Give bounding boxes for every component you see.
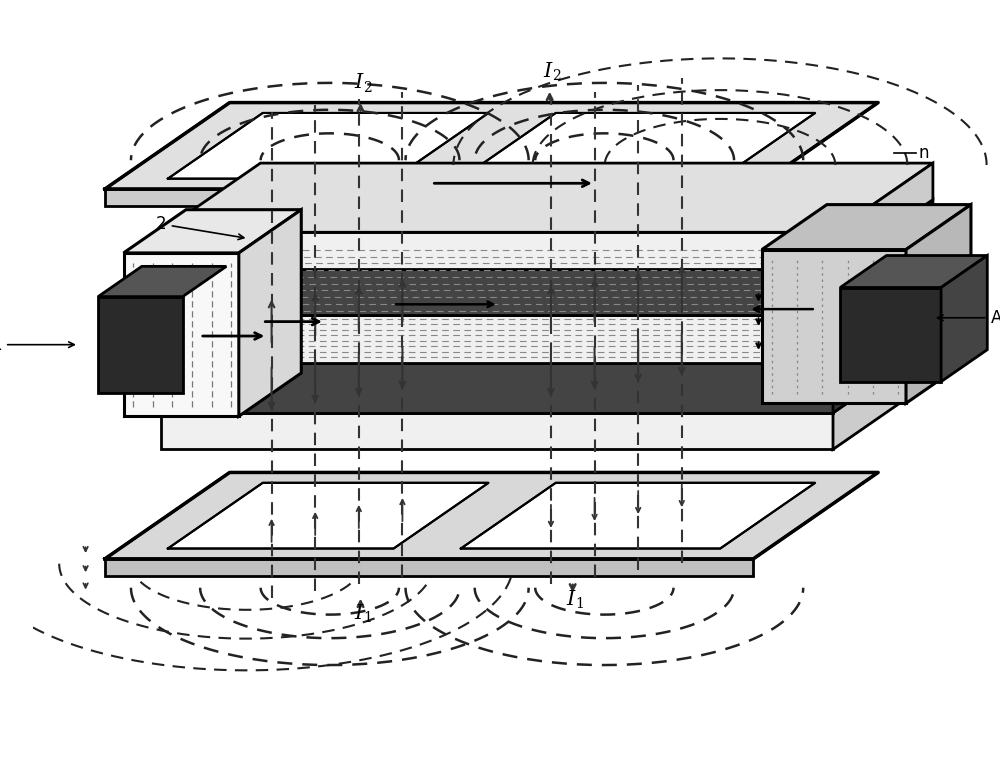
Polygon shape <box>161 315 833 363</box>
Polygon shape <box>239 210 301 416</box>
Polygon shape <box>461 483 815 548</box>
Polygon shape <box>161 269 833 315</box>
Polygon shape <box>906 204 971 403</box>
Text: I: I <box>567 590 575 609</box>
Polygon shape <box>840 288 941 382</box>
Text: 2: 2 <box>156 215 244 240</box>
Polygon shape <box>124 253 239 416</box>
Text: 2: 2 <box>552 69 561 83</box>
Polygon shape <box>762 204 971 250</box>
Text: I: I <box>354 604 363 623</box>
Polygon shape <box>833 246 933 363</box>
Polygon shape <box>833 163 933 269</box>
Polygon shape <box>833 200 933 315</box>
Polygon shape <box>105 473 878 559</box>
Polygon shape <box>833 344 933 449</box>
Polygon shape <box>161 363 833 413</box>
Polygon shape <box>168 113 489 179</box>
Text: 1: 1 <box>0 335 74 354</box>
Polygon shape <box>161 294 933 363</box>
Polygon shape <box>833 294 933 413</box>
Polygon shape <box>161 413 833 449</box>
Polygon shape <box>168 483 489 548</box>
Polygon shape <box>840 255 987 288</box>
Polygon shape <box>161 163 933 232</box>
Text: A: A <box>938 308 1000 327</box>
Polygon shape <box>762 250 906 403</box>
Text: I: I <box>544 62 552 81</box>
Text: 1: 1 <box>575 597 584 611</box>
Polygon shape <box>124 210 301 253</box>
Text: 1: 1 <box>363 611 372 625</box>
Text: 2: 2 <box>363 81 372 95</box>
Polygon shape <box>105 559 753 576</box>
Polygon shape <box>161 246 933 315</box>
Polygon shape <box>461 113 815 179</box>
Polygon shape <box>98 297 183 392</box>
Text: I: I <box>354 73 363 93</box>
Polygon shape <box>105 189 753 207</box>
Polygon shape <box>105 103 878 189</box>
Polygon shape <box>161 344 933 413</box>
Polygon shape <box>161 232 833 269</box>
Polygon shape <box>98 266 226 297</box>
Polygon shape <box>161 200 933 269</box>
Text: n: n <box>919 144 929 163</box>
Polygon shape <box>941 255 987 382</box>
